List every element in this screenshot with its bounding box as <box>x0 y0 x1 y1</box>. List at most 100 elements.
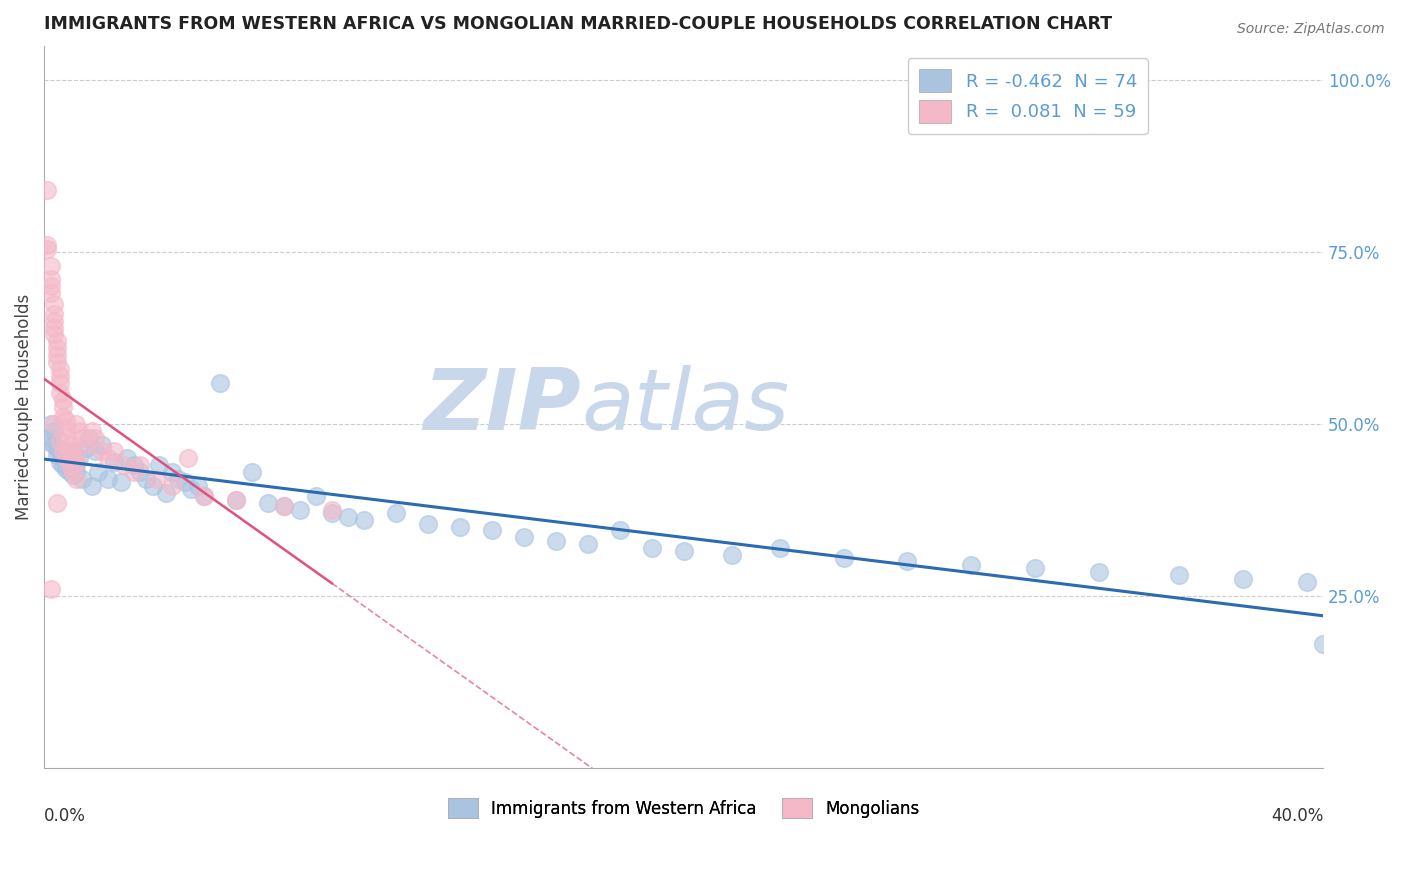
Text: 40.0%: 40.0% <box>1271 807 1323 825</box>
Point <box>37 238 59 252</box>
Point <box>72 472 94 486</box>
Point <box>55 448 77 462</box>
Point <box>353 513 375 527</box>
Point <box>1312 637 1334 651</box>
Point <box>67 424 90 438</box>
Point <box>55 451 77 466</box>
Point <box>273 500 295 514</box>
Point <box>225 492 247 507</box>
Point <box>42 307 65 321</box>
Point <box>39 582 62 596</box>
Point <box>39 417 62 431</box>
Point <box>160 479 183 493</box>
Point <box>80 479 103 493</box>
Point <box>62 448 84 462</box>
Point <box>90 444 112 458</box>
Point <box>481 524 503 538</box>
Point <box>103 455 125 469</box>
Point <box>167 472 190 486</box>
Point <box>80 424 103 438</box>
Point <box>59 465 82 479</box>
Point <box>52 400 75 414</box>
Point <box>208 376 231 390</box>
Point <box>65 465 87 479</box>
Text: atlas: atlas <box>581 365 789 448</box>
Point <box>49 455 72 469</box>
Text: IMMIGRANTS FROM WESTERN AFRICA VS MONGOLIAN MARRIED-COUPLE HOUSEHOLDS CORRELATIO: IMMIGRANTS FROM WESTERN AFRICA VS MONGOL… <box>44 15 1112 33</box>
Point <box>42 424 65 438</box>
Point <box>385 506 408 520</box>
Text: ZIP: ZIP <box>423 365 581 448</box>
Point <box>832 551 855 566</box>
Point <box>52 458 75 472</box>
Point <box>1232 572 1254 586</box>
Point <box>72 431 94 445</box>
Point <box>39 259 62 273</box>
Point <box>768 541 790 555</box>
Point <box>42 320 65 334</box>
Point <box>103 444 125 458</box>
Point <box>59 455 82 469</box>
Point <box>49 368 72 383</box>
Point <box>177 451 200 466</box>
Point <box>1168 568 1191 582</box>
Point <box>135 472 157 486</box>
Point <box>449 520 471 534</box>
Point <box>155 485 177 500</box>
Point <box>37 183 59 197</box>
Point <box>62 465 84 479</box>
Point <box>62 444 84 458</box>
Point <box>59 458 82 472</box>
Point <box>45 441 67 455</box>
Point <box>1296 575 1319 590</box>
Text: 0.0%: 0.0% <box>44 807 86 825</box>
Point <box>87 465 110 479</box>
Point <box>180 482 202 496</box>
Point <box>117 451 139 466</box>
Point <box>288 503 311 517</box>
Point <box>145 472 167 486</box>
Point <box>672 544 695 558</box>
Point <box>240 465 263 479</box>
Point <box>52 409 75 424</box>
Point <box>1088 565 1111 579</box>
Point <box>84 431 107 445</box>
Point <box>39 272 62 286</box>
Point <box>97 451 120 466</box>
Point <box>45 341 67 355</box>
Point <box>49 444 72 458</box>
Point <box>321 503 343 517</box>
Point <box>544 533 567 548</box>
Point <box>39 286 62 301</box>
Point <box>97 472 120 486</box>
Point <box>225 492 247 507</box>
Point <box>45 496 67 510</box>
Point <box>75 437 97 451</box>
Point <box>62 468 84 483</box>
Point <box>52 444 75 458</box>
Point <box>39 431 62 445</box>
Point <box>896 554 918 568</box>
Point <box>90 437 112 451</box>
Point <box>42 327 65 342</box>
Point <box>193 489 215 503</box>
Point <box>305 489 328 503</box>
Point <box>59 437 82 451</box>
Point <box>720 548 742 562</box>
Point <box>42 314 65 328</box>
Point <box>65 455 87 469</box>
Point <box>173 475 195 490</box>
Point <box>129 465 152 479</box>
Point <box>160 465 183 479</box>
Point <box>416 516 439 531</box>
Point <box>42 296 65 310</box>
Point <box>52 451 75 466</box>
Point <box>576 537 599 551</box>
Point <box>52 392 75 407</box>
Point <box>49 434 72 448</box>
Point <box>257 496 280 510</box>
Point <box>45 448 67 462</box>
Point <box>62 451 84 466</box>
Point <box>55 431 77 445</box>
Point <box>640 541 662 555</box>
